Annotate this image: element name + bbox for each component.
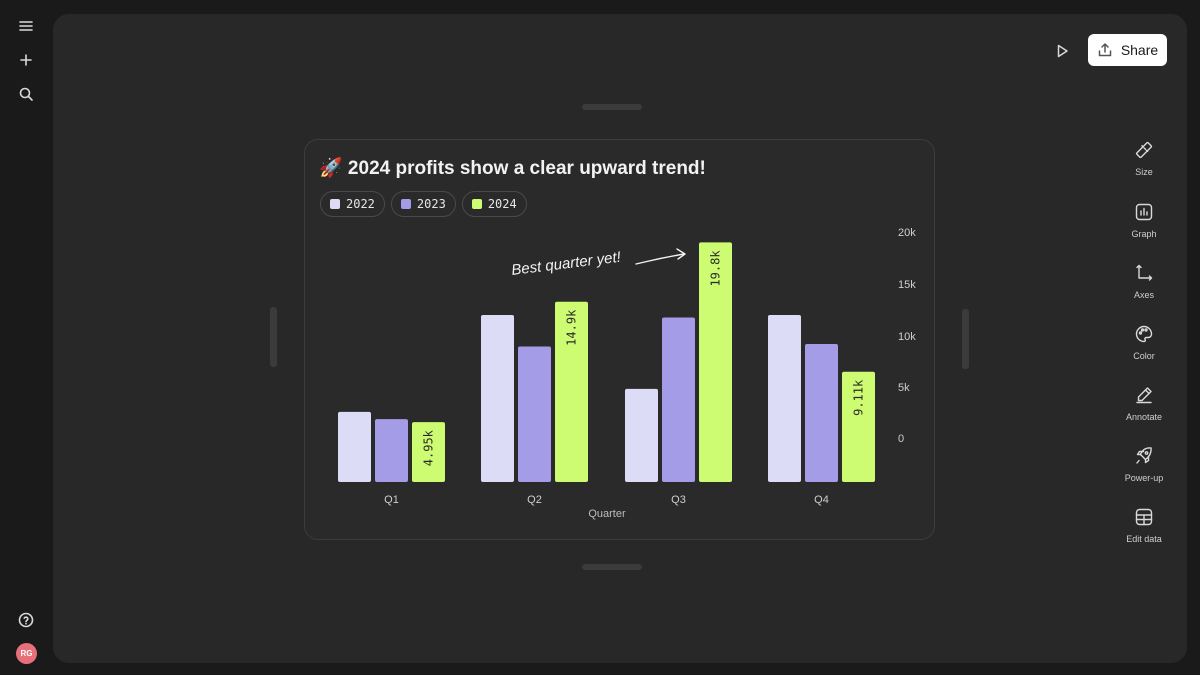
resize-handle-left[interactable]: [270, 307, 277, 367]
tool-color-label: Color: [1133, 351, 1155, 361]
tool-edit-data-label: Edit data: [1126, 534, 1162, 544]
tool-axes-label: Axes: [1133, 290, 1154, 300]
resize-handle-bottom[interactable]: [582, 564, 642, 570]
play-icon[interactable]: [1049, 38, 1075, 64]
tool-graph-label: Graph: [1131, 229, 1157, 239]
share-button[interactable]: Share: [1088, 34, 1167, 66]
help-icon[interactable]: [13, 607, 39, 633]
axes-icon: [1136, 264, 1153, 281]
tool-size[interactable]: Size: [1114, 140, 1174, 190]
avatar[interactable]: RG: [16, 643, 37, 664]
resize-handle-top[interactable]: [582, 104, 642, 110]
legend: 2022 2023 2024: [320, 191, 527, 217]
legend-item-2023[interactable]: 2023: [390, 191, 456, 217]
legend-swatch-2022: [330, 199, 340, 209]
share-label: Share: [1120, 42, 1159, 58]
legend-swatch-2024: [471, 199, 482, 209]
menu-icon[interactable]: [13, 13, 39, 39]
tool-graph[interactable]: Graph: [1114, 202, 1174, 252]
left-rail: RG: [0, 0, 53, 675]
rocket-icon: [1136, 447, 1152, 464]
legend-label-2023: 2023: [416, 197, 446, 211]
pencil-icon: [1136, 387, 1152, 404]
tool-size-label: Size: [1135, 167, 1153, 177]
legend-item-2024[interactable]: 2024: [461, 191, 527, 217]
chart-title: 🚀 2024 profits show a clear upward trend…: [319, 158, 706, 179]
tool-color[interactable]: Color: [1114, 324, 1174, 374]
ruler-icon: [1135, 141, 1153, 159]
legend-swatch-2023: [400, 199, 411, 209]
upload-icon: [1098, 43, 1112, 57]
resize-handle-right[interactable]: [962, 309, 969, 369]
bar-chart-icon: [1135, 203, 1153, 221]
add-icon[interactable]: [13, 47, 39, 73]
tool-annotate[interactable]: Annotate: [1114, 385, 1174, 435]
tool-edit-data[interactable]: Edit data: [1114, 507, 1174, 557]
tool-power-up-label: Power-up: [1124, 473, 1164, 483]
legend-label-2022: 2022: [346, 197, 375, 211]
search-icon[interactable]: [13, 81, 39, 107]
legend-label-2024: 2024: [487, 197, 517, 211]
tool-annotate-label: Annotate: [1125, 412, 1163, 422]
table-icon: [1135, 508, 1153, 526]
tool-power-up[interactable]: Power-up: [1114, 446, 1174, 496]
tool-axes[interactable]: Axes: [1114, 263, 1174, 313]
palette-icon: [1135, 325, 1153, 343]
legend-item-2022[interactable]: 2022: [320, 191, 385, 217]
